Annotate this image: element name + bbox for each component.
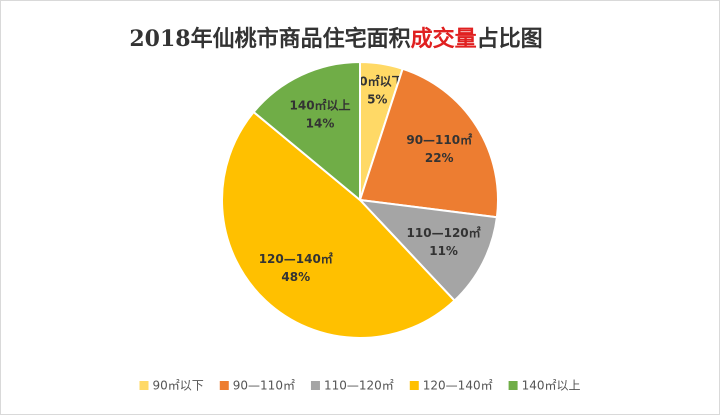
legend-swatch bbox=[310, 381, 320, 390]
slice-label: 110—120㎡ bbox=[407, 225, 481, 240]
legend-label: 90㎡以下 bbox=[153, 379, 204, 393]
chart-title: 2018年仙桃市商品住宅面积成交量占比图 bbox=[129, 26, 542, 52]
title-part: 成交量 bbox=[411, 26, 477, 52]
legend-label: 120—140㎡ bbox=[423, 379, 493, 393]
slice-value: 14% bbox=[306, 117, 335, 131]
legend-swatch bbox=[219, 381, 229, 390]
slice-value: 11% bbox=[429, 244, 458, 258]
pie-slice bbox=[357, 198, 499, 303]
legend-swatch bbox=[508, 381, 518, 390]
slice-label: 90—110㎡ bbox=[406, 132, 472, 147]
legend-label: 90—110㎡ bbox=[233, 379, 295, 393]
title-part: 占比图 bbox=[477, 26, 543, 52]
pie-slice bbox=[221, 110, 456, 339]
slice-label: 120—140㎡ bbox=[259, 251, 333, 266]
slice-value: 48% bbox=[281, 270, 310, 284]
legend-swatch bbox=[139, 381, 149, 390]
legend-label: 110—120㎡ bbox=[324, 379, 394, 393]
title-part: 2018年仙桃市商品住宅面积 bbox=[129, 26, 410, 52]
pie-slice bbox=[252, 60, 361, 203]
slice-value: 5% bbox=[367, 92, 387, 106]
pie-slice bbox=[358, 67, 499, 219]
legend-swatch bbox=[409, 381, 419, 390]
slice-value: 22% bbox=[425, 151, 454, 165]
slice-label: 140㎡以上 bbox=[290, 98, 351, 113]
legend: 90㎡以下 90—110㎡ 110—120㎡ 120—140㎡ 140㎡以上 bbox=[139, 379, 581, 393]
legend-label: 140㎡以上 bbox=[522, 379, 581, 393]
slice-label: 90㎡以下 bbox=[351, 73, 404, 88]
